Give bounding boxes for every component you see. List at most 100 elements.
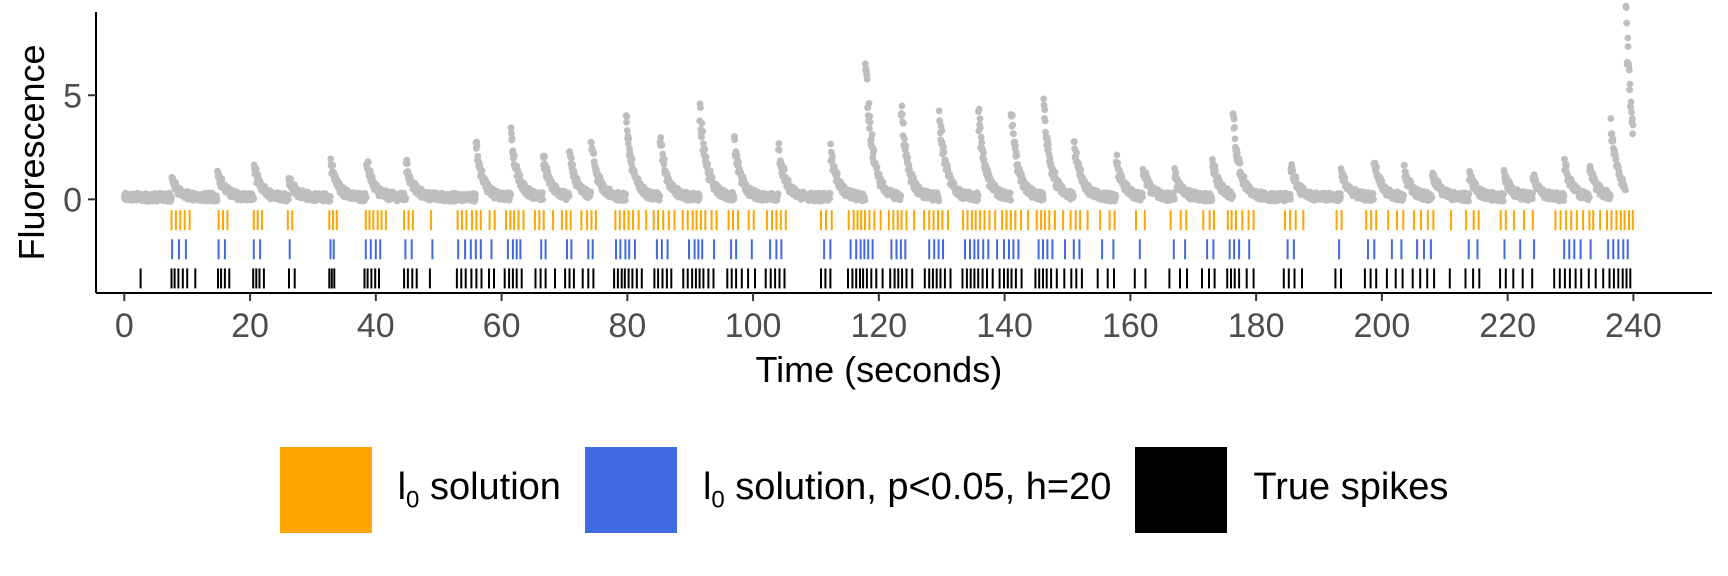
trace-point <box>623 118 630 126</box>
trace-point <box>1075 160 1083 168</box>
trace-point <box>538 189 546 197</box>
trace-point <box>1172 169 1180 177</box>
trace-point <box>507 191 514 198</box>
trace-point <box>1046 154 1054 162</box>
trace-point <box>658 141 666 149</box>
y-tick-label: 5 <box>63 77 82 115</box>
trace-point <box>1428 194 1436 201</box>
trace-point <box>1233 149 1241 156</box>
trace-point <box>863 75 871 83</box>
trace-point <box>1624 34 1632 42</box>
x-tick-label: 140 <box>976 307 1033 345</box>
trace-point <box>1041 106 1049 114</box>
trace-point <box>774 190 782 198</box>
trace-point <box>1560 192 1568 200</box>
trace-point <box>213 197 221 205</box>
trace-point <box>623 113 631 120</box>
trace-point <box>1292 174 1300 182</box>
trace-point <box>1010 130 1017 138</box>
trace-point <box>365 159 372 166</box>
trace-point <box>1231 135 1239 143</box>
legend-label-l0: l0 solution <box>397 465 561 514</box>
trace-point <box>252 165 260 173</box>
trace-point <box>1585 193 1593 201</box>
x-tick-label: 200 <box>1354 307 1411 345</box>
trace-point <box>657 134 665 141</box>
x-tick-label: 180 <box>1228 307 1285 345</box>
trace-point <box>1627 98 1635 106</box>
x-tick-label: 80 <box>608 307 646 345</box>
trace-point <box>940 143 947 151</box>
trace-point <box>1627 103 1635 111</box>
trace-point <box>1009 112 1016 119</box>
trace-point <box>250 195 258 203</box>
trace-point <box>1289 167 1297 174</box>
legend-item-l0: l0 solution <box>279 447 561 533</box>
trace-point <box>902 142 910 150</box>
trace-point <box>1229 193 1237 200</box>
trace-point <box>898 102 906 110</box>
trace-point <box>1628 108 1635 116</box>
y-tick-label: 0 <box>63 181 82 219</box>
trace-point <box>1370 195 1377 203</box>
trace-point <box>285 195 292 203</box>
trace-point <box>1629 130 1636 138</box>
trace-point <box>1114 159 1122 167</box>
trace-point <box>1139 193 1146 201</box>
x-tick-label: 20 <box>231 307 269 345</box>
trace-point <box>980 149 987 157</box>
trace-point <box>1465 190 1473 198</box>
trace-point <box>621 196 629 204</box>
trace-point <box>565 192 573 200</box>
trace-point <box>1623 19 1630 27</box>
trace-point <box>1051 168 1059 176</box>
trace-point <box>508 129 515 137</box>
trace-point <box>541 152 548 160</box>
fluorescence-trace <box>120 2 1637 205</box>
trace-point <box>1528 195 1536 203</box>
trace-point <box>701 146 709 153</box>
trace-point <box>780 166 788 174</box>
trace-point <box>1287 195 1294 203</box>
trace-point <box>1009 121 1017 129</box>
trace-point <box>1628 115 1636 122</box>
legend-label-true-spikes: True spikes <box>1253 465 1449 508</box>
x-tick-label: 60 <box>483 307 521 345</box>
x-axis-title: Time (seconds) <box>755 349 1002 390</box>
trace-point <box>1612 155 1620 163</box>
trace-point <box>1286 190 1294 198</box>
trace-point <box>568 154 575 162</box>
legend-swatch-l0 <box>279 447 372 533</box>
x-tick-label: 240 <box>1605 307 1662 345</box>
trace-point <box>588 139 595 146</box>
trace-point <box>625 135 633 143</box>
trace-point <box>1562 161 1570 168</box>
trace-point <box>904 154 911 162</box>
trace-point <box>833 169 841 177</box>
trace-point <box>478 167 486 175</box>
trace-point <box>1041 117 1049 125</box>
trace-point <box>1607 192 1614 200</box>
trace-point <box>1561 155 1568 163</box>
trace-point <box>702 153 710 161</box>
legend: l0 solution l0 solution, p<0.05, h=20 Tr… <box>0 445 1728 535</box>
trace-point <box>977 133 985 141</box>
trace-point <box>900 120 907 127</box>
trace-point <box>827 140 834 148</box>
trace-point <box>940 148 948 156</box>
trace-point <box>866 113 874 120</box>
trace-point <box>879 179 887 186</box>
trace-point <box>508 135 516 142</box>
legend-item-l0-inference: l0 solution, p<0.05, h=20 <box>584 447 1111 533</box>
trace-point <box>1208 197 1216 204</box>
trace-point <box>976 115 984 123</box>
trace-point <box>938 127 946 135</box>
trace-point <box>901 135 908 143</box>
x-tick-label: 220 <box>1479 307 1536 345</box>
y-axis-title: Fluorescence <box>11 44 52 260</box>
trace-point <box>656 192 664 200</box>
x-tick-label: 0 <box>115 307 134 345</box>
trace-point <box>733 151 741 159</box>
trace-point <box>873 163 881 171</box>
trace-point <box>1212 167 1219 174</box>
